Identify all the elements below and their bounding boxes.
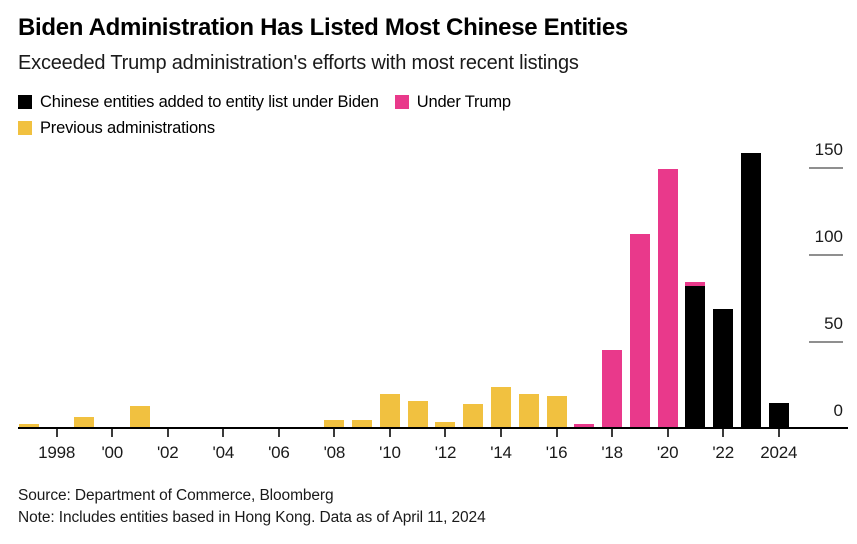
x-tick <box>666 429 669 437</box>
y-tick-label: 0 <box>833 401 843 420</box>
legend-row-1: Chinese entities added to entity list un… <box>18 91 527 113</box>
x-tick <box>222 429 225 437</box>
x-tick-label: '06 <box>268 443 290 462</box>
previous-series-swatch-icon <box>18 121 32 135</box>
x-tick <box>777 429 780 437</box>
x-tick-label: '18 <box>601 443 623 462</box>
bar-2017-trump <box>574 423 595 427</box>
bar-2021-trump <box>685 282 706 286</box>
legend-label-biden: Chinese entities added to entity list un… <box>40 92 379 111</box>
legend-item-previous: Previous administrations <box>18 119 215 138</box>
x-tick <box>111 429 114 437</box>
bar-2019-trump <box>629 233 650 427</box>
bar-2021-biden <box>685 285 706 427</box>
x-axis-baseline <box>18 427 848 429</box>
bar-2012-previous <box>435 421 456 427</box>
legend-label-trump: Under Trump <box>416 92 511 111</box>
legend-label-previous: Previous administrations <box>40 118 215 137</box>
y-gridline-dash <box>809 340 843 343</box>
source-text: Source: Department of Commerce, Bloomber… <box>18 487 334 504</box>
x-tick <box>444 429 447 437</box>
bar-2015-previous <box>518 393 539 427</box>
legend-item-trump: Under Trump <box>394 92 511 112</box>
bar-2008-previous <box>324 420 345 427</box>
x-tick <box>555 429 558 437</box>
bar-2024-biden <box>768 402 789 427</box>
bar-2001-previous <box>130 406 150 427</box>
x-tick-label: '00 <box>101 443 124 462</box>
x-tick-label: '14 <box>490 443 512 462</box>
y-tick-label: 100 <box>814 226 843 246</box>
note-text: Note: Includes entities based in Hong Ko… <box>18 509 486 526</box>
x-tick-label: '16 <box>545 443 568 462</box>
bar-2013-previous <box>463 404 484 427</box>
x-tick <box>166 429 169 437</box>
x-tick-label: '08 <box>323 443 346 462</box>
bar-2022-biden <box>713 308 734 427</box>
y-tick-label: 150 <box>814 139 843 159</box>
bar-1999-previous <box>74 416 95 427</box>
x-tick <box>277 429 280 437</box>
bar-2014-previous <box>491 386 512 427</box>
chart-title: Biden Administration Has Listed Most Chi… <box>18 14 628 41</box>
x-tick-label: '10 <box>379 443 401 462</box>
x-tick <box>500 429 503 437</box>
x-tick <box>611 429 614 437</box>
x-tick-label: '22 <box>712 443 734 462</box>
y-tick-label: 50 <box>824 313 843 333</box>
legend: Chinese entities added to entity list un… <box>18 91 527 143</box>
bar-2016-previous <box>546 395 567 427</box>
bar-2020-trump <box>657 169 678 427</box>
x-tick-label: 1998 <box>38 443 76 462</box>
bar-2009-previous <box>352 420 373 427</box>
x-tick <box>388 429 391 437</box>
x-tick-label: '04 <box>212 443 235 462</box>
bar-2011-previous <box>407 400 428 427</box>
chart-subtitle: Exceeded Trump administration's efforts … <box>18 52 579 74</box>
x-tick <box>55 429 58 437</box>
x-tick-label: '02 <box>156 443 179 462</box>
legend-row-2: Previous administrations <box>18 117 527 139</box>
bar-2023-biden <box>740 153 761 427</box>
bar-2010-previous <box>379 393 400 427</box>
x-tick <box>333 429 336 437</box>
chart-footer: Source: Department of Commerce, Bloomber… <box>18 485 486 529</box>
x-tick <box>722 429 725 437</box>
trump-series-swatch-icon <box>394 95 409 109</box>
x-tick-label: '20 <box>656 443 679 462</box>
y-gridline-dash <box>809 166 843 169</box>
y-gridline-dash <box>809 253 843 256</box>
legend-item-biden: Chinese entities added to entity list un… <box>18 93 379 112</box>
x-tick-label: 2024 <box>760 443 798 462</box>
x-tick-label: '12 <box>434 443 457 462</box>
bar-1997-previous <box>18 423 39 427</box>
biden-series-swatch-icon <box>18 95 32 109</box>
bar-2018-trump <box>602 350 623 427</box>
